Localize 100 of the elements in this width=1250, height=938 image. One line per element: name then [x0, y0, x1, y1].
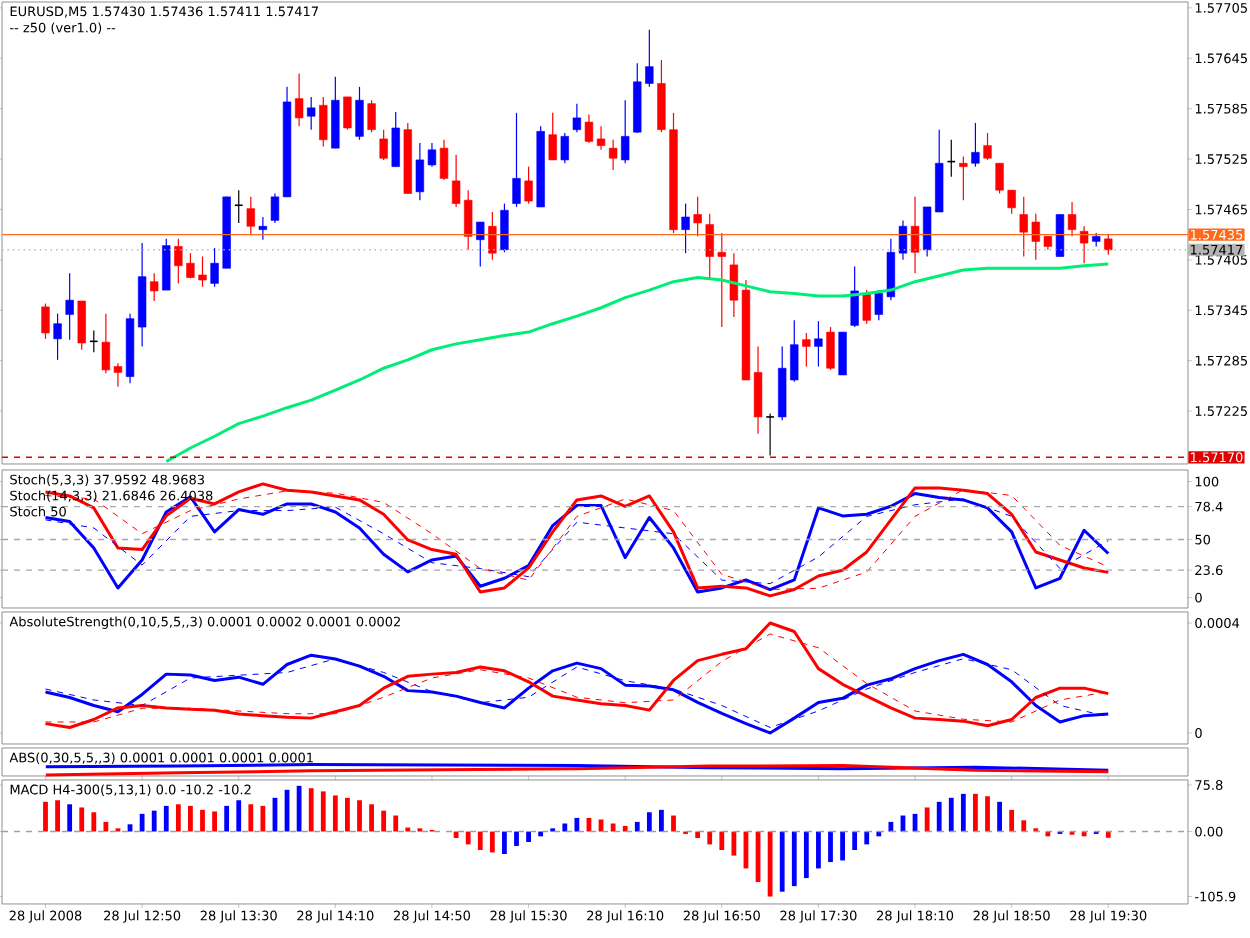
candlestick [294, 72, 304, 127]
candlestick [826, 326, 835, 371]
bar [139, 813, 145, 832]
candlestick [512, 112, 521, 208]
candlestick [596, 125, 606, 151]
bar [719, 831, 725, 851]
bar [477, 831, 483, 851]
bar [91, 812, 97, 832]
bar [260, 805, 266, 832]
bar [864, 831, 870, 845]
bar [646, 812, 652, 832]
candlestick [862, 289, 871, 325]
candlestick [753, 345, 763, 435]
bar [502, 831, 507, 854]
bar [79, 807, 85, 832]
bar [960, 793, 966, 832]
bar [622, 825, 628, 832]
bar [465, 831, 471, 845]
bar [212, 811, 217, 832]
candlestick [814, 320, 823, 368]
bar [248, 804, 254, 832]
bar [175, 804, 181, 832]
candlestick [621, 99, 630, 164]
bar [526, 831, 531, 842]
candlestick [693, 196, 702, 237]
candlestick [850, 265, 859, 328]
bar [828, 831, 833, 863]
bar [791, 831, 797, 887]
bar [369, 804, 374, 832]
candlestick [500, 202, 509, 253]
bar [779, 831, 785, 892]
bar [43, 801, 48, 832]
bar [997, 801, 1002, 832]
candlestick [379, 129, 388, 161]
candlestick [355, 86, 364, 141]
candlestick [560, 132, 569, 164]
bar [985, 796, 990, 832]
bar [308, 788, 314, 832]
candlestick [319, 96, 328, 148]
candlestick [270, 192, 280, 224]
candlestick [162, 238, 171, 291]
bar [731, 831, 737, 856]
candlestick [343, 96, 352, 131]
candlestick [246, 196, 255, 236]
bar [948, 797, 954, 832]
candlestick [608, 139, 618, 171]
bar [103, 821, 109, 832]
bar [610, 823, 616, 832]
bar [332, 795, 338, 832]
bar [453, 831, 459, 838]
candlestick [367, 99, 376, 133]
candlestick [234, 189, 244, 224]
candlestick [910, 196, 920, 274]
candlestick [1079, 225, 1089, 264]
bar [1009, 809, 1015, 832]
candlestick [548, 112, 557, 161]
bar [357, 800, 362, 832]
bar [236, 800, 242, 832]
bar [840, 831, 845, 861]
candlestick [681, 202, 690, 254]
bar [659, 809, 664, 832]
bar [888, 821, 894, 832]
candlestick [77, 300, 86, 351]
bar [816, 831, 821, 869]
bar [296, 785, 302, 832]
candlestick [476, 221, 485, 268]
candlestick [1055, 213, 1065, 258]
bar [562, 823, 568, 832]
bar [671, 815, 676, 832]
bar [489, 831, 495, 853]
candlestick [65, 272, 74, 341]
candlestick [838, 331, 847, 376]
candlestick [1104, 233, 1113, 256]
bar [67, 804, 73, 832]
candlestick [802, 332, 811, 368]
bar [852, 831, 858, 851]
candlestick [524, 166, 533, 205]
candlestick [488, 211, 497, 261]
candlestick [1067, 201, 1077, 237]
candlestick [971, 122, 980, 168]
bar [973, 793, 978, 832]
bar [695, 831, 701, 838]
bar [127, 824, 133, 832]
candlestick [53, 313, 62, 361]
bar [345, 797, 350, 832]
bar [514, 831, 519, 846]
candlestick [41, 302, 50, 340]
candlestick [983, 132, 992, 161]
bar [224, 805, 230, 832]
bar [320, 791, 326, 832]
candlestick [959, 155, 968, 201]
bar [55, 800, 60, 832]
bar [936, 801, 942, 832]
candlestick [391, 111, 400, 168]
bar [1021, 820, 1027, 832]
candlestick [572, 103, 582, 133]
bar [393, 815, 399, 832]
candlestick [439, 139, 449, 181]
bar [634, 821, 640, 832]
bar [767, 831, 773, 897]
